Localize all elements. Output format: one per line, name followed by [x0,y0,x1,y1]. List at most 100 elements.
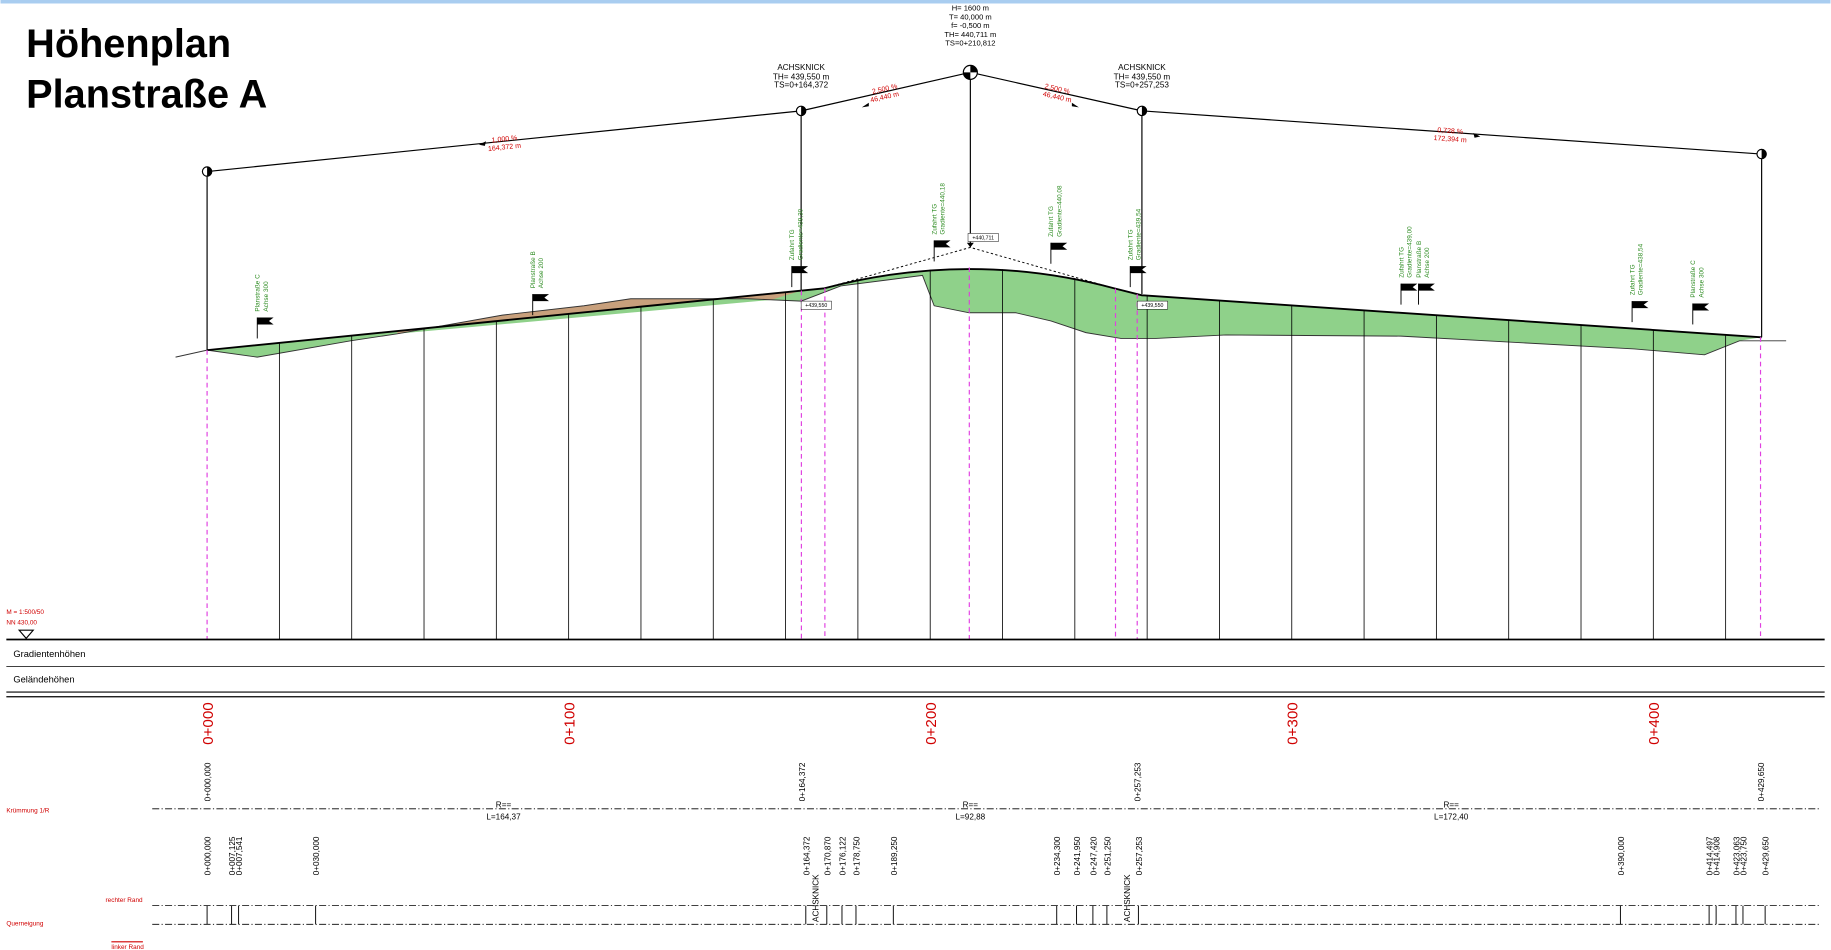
title-line: Planstraße A [26,72,267,116]
flag-label: Planstraße B [1416,241,1423,278]
flag-label: Planstraße C [255,274,262,312]
title-line: Höhenplan [26,22,231,66]
datum-text: NN 430,00 [6,619,37,626]
crossfall-station: 0+178,750 [852,836,861,875]
ground-line [175,274,1787,358]
crossfall-station: 0+251,250 [1103,836,1112,875]
achsknick-ts: TS=0+164,372 [774,81,828,90]
crossfall-station: 0+176,122 [838,836,847,875]
curvature-l: L=172,40 [1434,812,1469,821]
achsknick-ts: TS=0+257,253 [1115,81,1169,90]
station-lines [206,267,1762,640]
flag-label: Zufahrt TG [789,229,796,260]
crossfall-station: 0+234,300 [1053,836,1062,875]
achsknick-th: TH= 439,550 m [773,72,830,81]
datum-symbol [17,629,35,640]
crossfall-station: 0+241,950 [1073,836,1082,875]
crest-curve-text: f= -0,500 m [951,21,990,30]
vpi-verticals [206,72,1763,351]
flag-label: Gradiente=439,00 [1407,226,1414,278]
elevation-mark: +439,550 [1141,303,1163,309]
flag-label: Achse 300 [1698,267,1705,298]
crossfall-knick: ACHSKNICK [812,874,821,922]
station-label: 0+000 [200,702,217,745]
elevation-mark-box [1137,300,1168,310]
flag-label: Gradiente=439,54 [1136,208,1143,260]
scale-text: M = 1:500/50 [6,609,44,616]
crest-curve-text: TS=0+210,812 [945,39,995,48]
flag [1130,266,1147,274]
top-border [0,0,1831,4]
achsknick-th: TH= 439,550 m [1114,72,1171,81]
flag-label: Gradiente=440,08 [1056,185,1063,237]
flag [1692,303,1710,311]
flag-label: Achse 200 [1424,247,1431,278]
flag-label: Achse 300 [263,281,270,312]
flag-label: Planstraße B [530,251,537,288]
vpi-symbol-fill [207,65,1767,177]
crossfall-station: 0+030,000 [312,836,321,875]
row-label: Krümmung 1/R [6,807,49,814]
flag [257,317,274,325]
row-label: Gradientenhöhen [13,649,85,659]
grade-label: 0,728 % [1437,127,1463,136]
curvature-r: R== [1443,801,1459,810]
grade-arrow [1473,133,1481,138]
station-label: 0+200 [923,702,940,745]
flag [791,266,809,274]
flag [934,240,951,248]
crossfall-station: 0+414,908 [1713,836,1722,875]
station-label: 0+300 [1285,702,1302,745]
curvature-r: R== [963,801,979,810]
crest-curve-text: H= 1600 m [952,4,989,13]
flag-label: Gradiente=439,30 [797,208,804,260]
row-label: linker Rand [111,944,144,950]
station-label: 0+100 [561,702,578,745]
curvature-point: 0+164,372 [798,762,807,801]
flag-label: Zufahrt TG [1398,247,1405,278]
achsknick-label: ACHSKNICK [1118,63,1166,72]
flag-label: Zufahrt TG [1629,264,1636,295]
crest-curve-text: TH= 440,711 m [944,30,996,39]
flag [1401,283,1418,291]
crossfall-station: 0+000,000 [204,836,213,875]
elevation-mark: +439,550 [805,303,827,309]
crossfall-station: 0+189,250 [890,836,899,875]
flag-label: Planstraße C [1690,260,1697,298]
grade-arrow [479,141,487,146]
crossfall-station: 0+429,650 [1762,836,1771,875]
curvature-l: L=92,88 [955,812,985,821]
grade-arrow [861,102,869,108]
flag [1418,283,1435,291]
row-label: Geländehöhen [13,675,74,685]
curvature-r: R== [496,801,512,810]
row-label: Querneigung [6,920,43,927]
crossfall-station: 0+257,253 [1135,836,1144,875]
flag [1050,242,1068,250]
grade-arrow [1071,102,1079,108]
flag-label: Gradiente=438,54 [1638,243,1645,295]
curvature-point: 0+000,000 [204,762,213,801]
crossfall-station: 0+170,870 [823,836,832,875]
elevation-mark-box [967,233,999,242]
flag-label: Zufahrt TG [1128,229,1135,260]
crossfall-station: 0+164,372 [802,836,811,875]
crest-marker [966,242,974,248]
grade-length: 172,394 m [1433,135,1467,144]
grade-length: 164,372 m [488,143,522,153]
achsknick-label: ACHSKNICK [777,63,825,72]
elevation-mark-box [800,300,832,310]
station-label: 0+400 [1646,702,1663,745]
flag-label: Zufahrt TG [1048,206,1055,237]
crossfall-knick: ACHSKNICK [1123,874,1132,922]
flag-label: Achse 200 [538,258,545,289]
flag [532,294,550,302]
crossfall-station: 0+423,750 [1739,836,1748,875]
elevation-mark: +440,711 [972,235,994,241]
flag-label: Gradiente=440,18 [940,183,947,235]
grade-label: 1,000 % [491,135,517,145]
table-lines [6,638,1825,943]
flag [1632,301,1649,309]
crossfall-station: 0+247,420 [1089,836,1098,875]
